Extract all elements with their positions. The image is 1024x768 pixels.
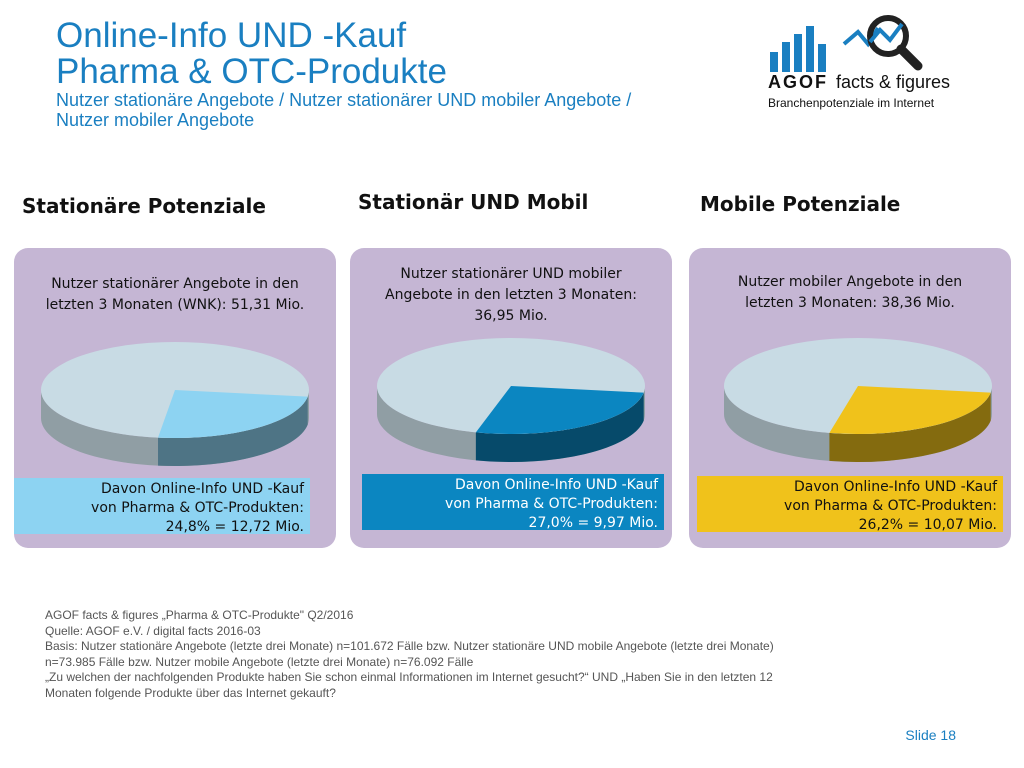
panel-stationary: Nutzer stationärer Angebote in den letzt… xyxy=(14,248,336,548)
panel-mobile: Nutzer mobiler Angebote in den letzten 3… xyxy=(689,248,1011,548)
heading-both: Stationär UND Mobil xyxy=(358,190,589,214)
panel-description: Nutzer stationärer Angebote in den letzt… xyxy=(45,276,305,313)
pie-slice-highlight xyxy=(829,386,991,434)
slide-number: Slide 18 xyxy=(905,727,956,743)
pie-chart-mobile xyxy=(724,338,992,462)
highlight-line-1: Davon Online-Info UND -Kauf xyxy=(793,479,997,495)
logo-tagline: facts & figures xyxy=(836,72,951,92)
pie-slice-highlight xyxy=(158,390,308,438)
pie-chart-stationary xyxy=(41,342,309,466)
magnifier-icon xyxy=(867,15,909,57)
bar-chart-logo-icon xyxy=(770,15,923,72)
highlight-box: Davon Online-Info UND -Kauf von Pharma &… xyxy=(14,478,310,535)
highlight-line-1: Davon Online-Info UND -Kauf xyxy=(454,477,658,493)
pie-side-slice xyxy=(158,396,308,466)
highlight-line-3: 26,2% = 10,07 Mio. xyxy=(858,517,997,533)
panel-both: Nutzer stationärer UND mobiler Angebote … xyxy=(350,248,672,548)
footnote-line: n=73.985 Fälle bzw. Nutzer mobile Angebo… xyxy=(45,654,474,669)
heading-stationary: Stationäre Potenziale xyxy=(22,194,266,218)
slide-title: Online-Info UND -Kauf Pharma & OTC-Produ… xyxy=(56,16,632,131)
highlight-box: Davon Online-Info UND -Kauf von Pharma &… xyxy=(697,476,1003,533)
highlight-line-2: von Pharma & OTC-Produkten: xyxy=(784,498,997,514)
heading-mobile: Mobile Potenziale xyxy=(700,192,901,216)
title-line-2: Pharma & OTC-Produkte xyxy=(56,52,447,91)
title-line-1: Online-Info UND -Kauf xyxy=(56,16,407,55)
footnote-line: Monaten folgende Produkte über das Inter… xyxy=(45,685,336,700)
source-footnote: AGOF facts & figures „Pharma & OTC-Produ… xyxy=(45,608,774,701)
highlight-line-3: 27,0% = 9,97 Mio. xyxy=(528,515,658,531)
pie-slice-highlight xyxy=(475,386,644,434)
footnote-line: AGOF facts & figures „Pharma & OTC-Produ… xyxy=(45,608,354,622)
footnote-line: Quelle: AGOF e.V. / digital facts 2016-0… xyxy=(45,623,261,638)
highlight-line-3: 24,8% = 12,72 Mio. xyxy=(165,519,304,535)
highlight-line-2: von Pharma & OTC-Produkten: xyxy=(91,500,304,516)
panel-description: Nutzer mobiler Angebote in den letzten 3… xyxy=(737,274,963,311)
subtitle-line-2: Nutzer mobiler Angebote xyxy=(56,110,255,130)
logo-brand: AGOF xyxy=(768,72,828,92)
highlight-box: Davon Online-Info UND -Kauf von Pharma &… xyxy=(362,474,664,531)
pie-side-slice xyxy=(829,392,991,462)
highlight-line-1: Davon Online-Info UND -Kauf xyxy=(100,481,304,497)
panel-description: Nutzer stationärer UND mobiler Angebote … xyxy=(385,266,637,324)
agof-logo: AGOF facts & figures Branchenpotenziale … xyxy=(766,14,956,114)
pie-side-slice xyxy=(475,392,644,462)
subtitle-line-1: Nutzer stationäre Angebote / Nutzer stat… xyxy=(56,90,632,110)
footnote-line: „Zu welchen der nachfolgenden Produkte h… xyxy=(45,670,773,684)
highlight-line-2: von Pharma & OTC-Produkten: xyxy=(445,496,658,512)
footnote-line: Basis: Nutzer stationäre Angebote (letzt… xyxy=(45,639,774,653)
logo-subline: Branchenpotenziale im Internet xyxy=(768,96,935,110)
pie-chart-both xyxy=(377,338,645,462)
